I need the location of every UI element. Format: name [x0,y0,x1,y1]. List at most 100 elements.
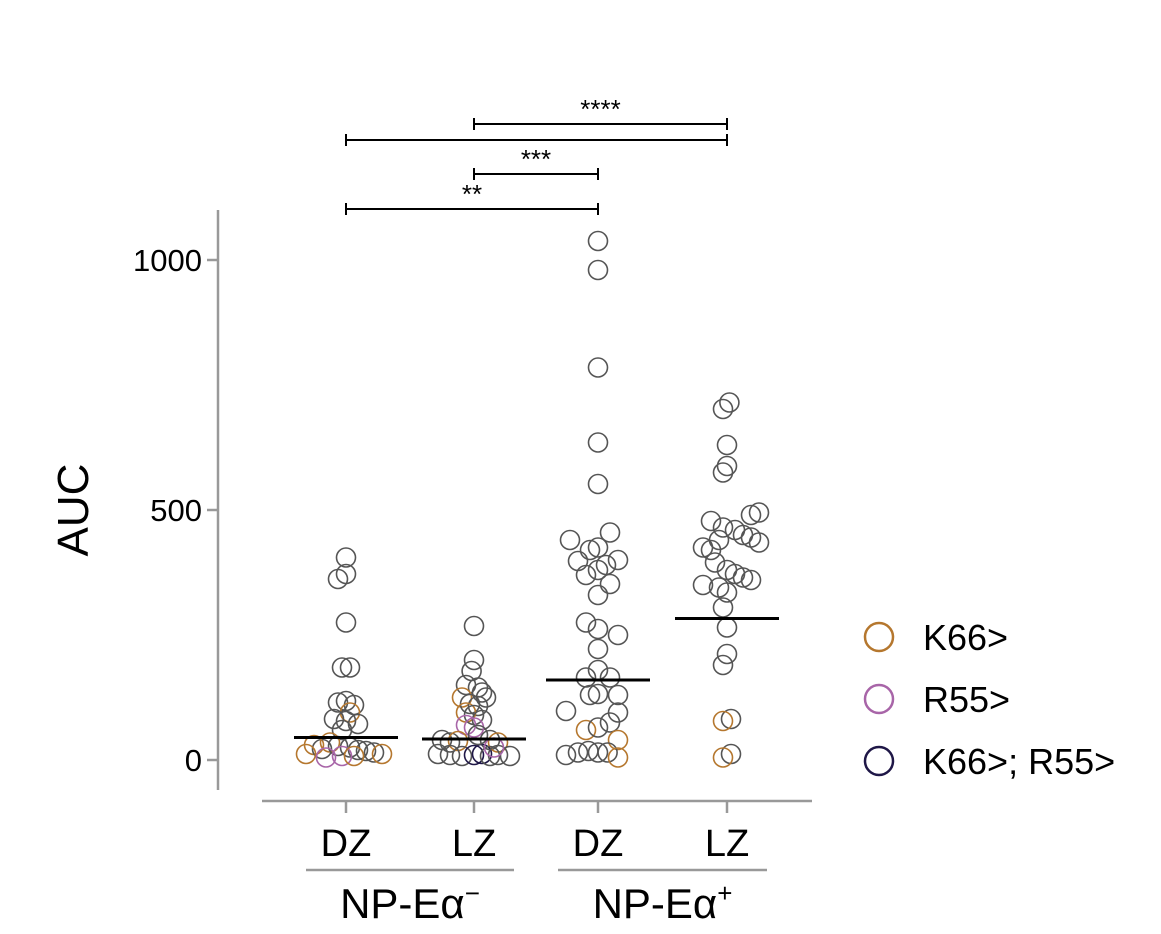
data-points [295,230,770,768]
data-point [599,667,621,688]
data-point [732,567,754,588]
group-label: NP-Eα− [340,878,480,927]
data-point [439,732,461,753]
data-point [712,654,734,676]
data-point [567,742,589,763]
data-point [575,612,597,633]
data-point [716,582,738,603]
data-point [559,529,581,551]
data-point [575,564,597,586]
data-point [331,745,353,767]
median-lines [294,617,779,741]
data-point [463,649,485,671]
data-point [587,683,609,705]
data-point [712,747,734,768]
data-point [355,740,377,762]
data-point [587,559,609,581]
data-point [439,744,461,766]
data-point [335,710,357,732]
data-point [607,747,629,768]
data-point [331,657,353,678]
data-point [748,502,770,523]
y-axis-title: AUC [49,464,98,557]
group-label-superscript: + [717,878,732,908]
data-point [471,743,493,765]
data-point [335,612,357,633]
data-point [467,724,489,746]
data-point [471,709,493,731]
significance-brackets: ********* [345,94,728,215]
data-point [335,547,357,568]
data-point [499,745,521,767]
data-point [720,708,742,730]
data-point [579,684,601,706]
data-point [587,584,609,606]
data-point [748,532,770,553]
data-point [587,473,609,495]
data-point [567,550,589,572]
data-point [463,744,485,766]
data-point [451,745,473,767]
data-point [343,745,365,767]
data-point [599,522,621,543]
data-point [700,539,722,561]
data-point [315,747,337,768]
y-axis: 0 500 1000 AUC [49,210,220,790]
legend-label: R55> [923,679,1010,720]
x-category-label: DZ [321,823,372,865]
data-point [587,742,609,763]
y-tick-label: 1000 [133,243,202,278]
data-point [555,700,577,722]
legend-marker [863,745,895,777]
data-point [327,568,349,590]
data-point [579,539,601,561]
data-point [587,618,609,640]
data-point [716,643,738,665]
legend-label: K66>; R55> [923,741,1115,782]
data-point [587,230,609,252]
data-point [467,695,489,717]
data-point [607,684,629,706]
data-point [716,617,738,638]
data-point [463,615,485,637]
data-point [587,259,609,281]
data-point [555,744,577,766]
data-point [692,537,714,558]
data-point [712,398,734,420]
data-point [295,743,317,765]
y-tick-label: 500 [150,493,202,528]
data-point [719,392,740,413]
data-point [339,657,361,678]
group-label-superscript: − [465,878,480,908]
legend-label: K66> [923,617,1008,658]
data-point [587,638,609,660]
x-axis: DZ LZ DZ LZ NP-Eα− NP-Eα+ [262,799,812,927]
data-point [607,624,629,646]
y-tick-label: 0 [185,743,202,778]
data-point [716,455,738,477]
data-point [712,710,734,732]
data-point [575,719,597,741]
data-point [704,552,726,573]
data-point [587,432,609,453]
data-point [363,742,385,763]
data-point [371,743,393,765]
data-point [455,714,477,736]
data-point [597,742,618,763]
data-point [587,717,609,738]
data-point [716,434,738,456]
data-point [587,537,609,558]
data-point [692,574,714,596]
data-point [331,719,353,741]
x-category-label: DZ [573,823,624,865]
sig-label: **** [580,94,620,124]
group-label: NP-Eα+ [593,878,733,927]
data-point [451,687,473,708]
data-point [607,729,629,751]
data-point [740,569,762,591]
data-point [607,549,629,571]
data-point [323,708,345,730]
data-point [740,504,762,526]
x-category-label: LZ [452,823,496,865]
